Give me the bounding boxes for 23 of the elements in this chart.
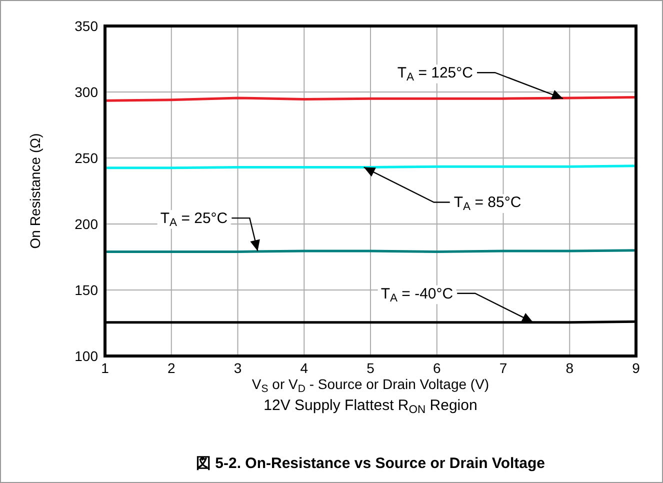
y-tick-label: 250 — [74, 150, 98, 166]
x-tick-label: 6 — [432, 360, 441, 376]
annotation: T$_{A}$ = -40°C — [380, 285, 454, 304]
x-axis-title: V$_{S}$ or V$_{D}$ - Source or Drain Voltage (V) — [252, 376, 490, 395]
y-tick-label: 300 — [74, 84, 98, 100]
y-tick-label: 100 — [74, 348, 98, 364]
x-tick-label: 4 — [300, 360, 308, 376]
y-tick-label: 150 — [74, 282, 98, 298]
annotation: T$_{A}$ = 125°C — [397, 64, 474, 84]
x-tick-label: 5 — [366, 360, 375, 376]
y-axis-title: On Resistance (Ω) — [27, 133, 43, 249]
x-tick-label: 3 — [234, 360, 242, 376]
x-tick-label: 2 — [167, 360, 176, 376]
x-tick-label: 7 — [499, 360, 508, 376]
annotation: T$_{A}$ = 85°C — [454, 194, 522, 213]
annotation: T$_{A}$ = 25°C — [160, 210, 228, 229]
text: 12V Supply Flattest R$_{ON}$ Region — [264, 397, 478, 416]
x-tick-label: 1 — [101, 360, 110, 376]
y-tick-label: 350 — [74, 18, 98, 34]
y-tick-label: 200 — [74, 216, 98, 232]
x-tick-label: 9 — [632, 360, 640, 376]
x-tick-label: 8 — [566, 360, 574, 376]
text: 図 5-2. On-Resistance vs Source or Drain Voltage — [196, 455, 545, 472]
